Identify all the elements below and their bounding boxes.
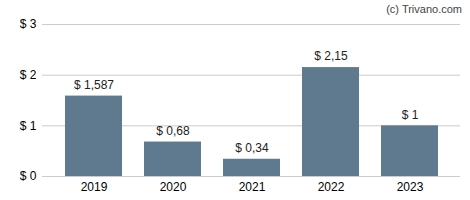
svg-text:2020: 2020 [160, 180, 187, 194]
svg-text:2019: 2019 [81, 180, 108, 194]
svg-text:2023: 2023 [397, 180, 424, 194]
svg-text:$ 2,15: $ 2,15 [314, 49, 348, 63]
svg-text:$ 0: $ 0 [20, 169, 37, 183]
svg-text:$ 1,587: $ 1,587 [74, 78, 114, 92]
html-text:(c) Trivano.com: (c) Trivano.com [386, 3, 462, 15]
svg-text:$ 1: $ 1 [20, 119, 37, 133]
svg-text:$ 0,34: $ 0,34 [235, 141, 269, 155]
svg-text:$ 0,68: $ 0,68 [156, 124, 190, 138]
svg-text:2022: 2022 [318, 180, 345, 194]
svg-text:$ 2: $ 2 [20, 68, 37, 82]
svg-text:$ 1: $ 1 [402, 108, 419, 122]
svg-text:2021: 2021 [239, 180, 266, 194]
svg-text:$ 3: $ 3 [20, 17, 37, 31]
